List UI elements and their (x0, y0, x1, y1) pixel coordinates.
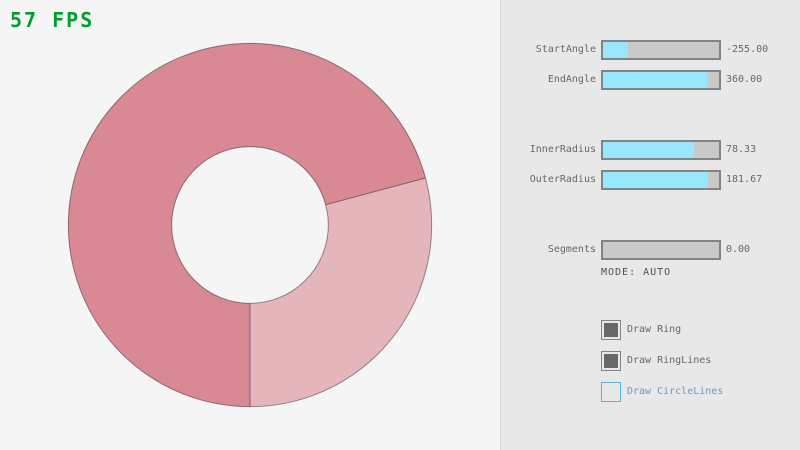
slider-label-startangle: StartAngle (535, 44, 596, 55)
slider-value-startangle: -255.00 (726, 44, 769, 55)
checkbox-row-draw-circlelines: Draw CircleLines (501, 382, 800, 402)
slider-fill-innerradius (603, 142, 694, 158)
fps-counter: 57 FPS (10, 8, 95, 32)
slider-label-endangle: EndAngle (547, 74, 596, 85)
slider-segments[interactable] (601, 240, 721, 260)
slider-value-innerradius: 78.33 (726, 144, 757, 155)
checkbox-draw-circlelines[interactable] (601, 382, 621, 402)
slider-row-segments: Segments 0.00 (501, 240, 800, 260)
slider-innerradius[interactable] (601, 140, 721, 160)
checkbox-draw-ringlines[interactable] (601, 351, 621, 371)
checkbox-label-draw-circlelines: Draw CircleLines (627, 386, 724, 397)
slider-label-segments: Segments (547, 244, 596, 255)
slider-row-endangle: EndAngle 360.00 (501, 70, 800, 90)
checkbox-row-draw-ringlines: Draw RingLines (501, 351, 800, 371)
slider-row-outerradius: OuterRadius 181.67 (501, 170, 800, 190)
checkbox-label-draw-ring: Draw Ring (627, 324, 682, 335)
mode-label: MODE: AUTO (601, 267, 672, 278)
check-mark-icon (604, 385, 618, 399)
slider-endangle[interactable] (601, 70, 721, 90)
slider-startangle[interactable] (601, 40, 721, 60)
slider-label-outerradius: OuterRadius (529, 174, 596, 185)
slider-value-segments: 0.00 (726, 244, 751, 255)
slider-outerradius[interactable] (601, 170, 721, 190)
slider-fill-startangle (603, 42, 629, 58)
checkbox-label-draw-ringlines: Draw RingLines (627, 355, 712, 366)
checkbox-draw-ring[interactable] (601, 320, 621, 340)
controls-panel: StartAngle -255.00 EndAngle 360.00 Inner… (500, 0, 800, 450)
slider-fill-endangle (603, 72, 708, 88)
check-mark-icon (604, 323, 618, 337)
slider-label-innerradius: InnerRadius (529, 144, 596, 155)
check-mark-icon (604, 354, 618, 368)
slider-value-outerradius: 181.67 (726, 174, 763, 185)
checkbox-row-draw-ring: Draw Ring (501, 320, 800, 340)
slider-value-endangle: 360.00 (726, 74, 763, 85)
slider-row-innerradius: InnerRadius 78.33 (501, 140, 800, 160)
slider-row-startangle: StartAngle -255.00 (501, 40, 800, 60)
slider-fill-outerradius (603, 172, 709, 188)
